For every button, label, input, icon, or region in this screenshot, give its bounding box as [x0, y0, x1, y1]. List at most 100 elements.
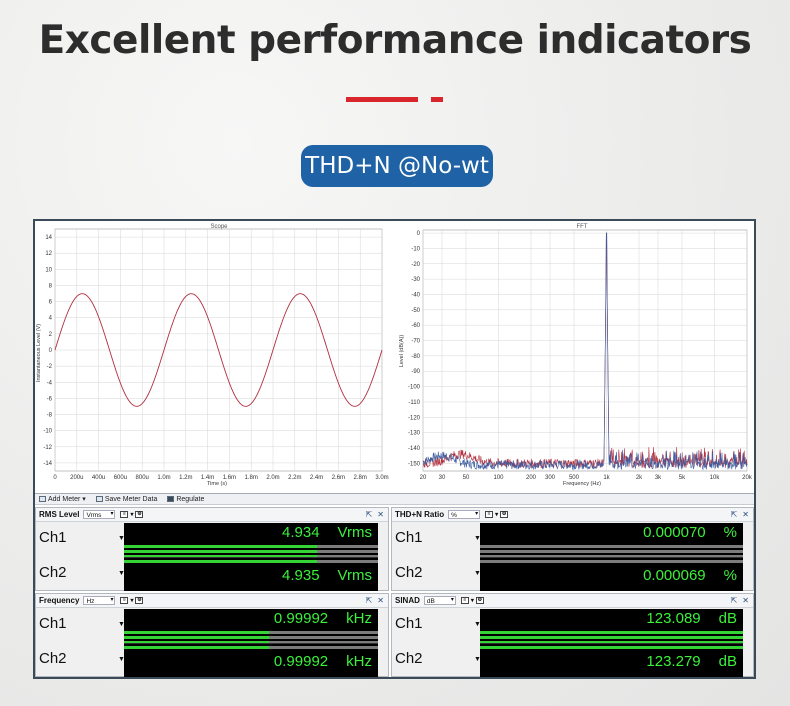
thdn-ratio-ch2-value: 0.000069%	[643, 567, 737, 584]
scope-ylabel: Instantaneous Level (V)	[36, 324, 42, 382]
frequency-ch2-dropdown[interactable]: ▼	[118, 656, 125, 663]
frequency-window-controls: ⇱ ✕	[366, 596, 384, 605]
close-icon[interactable]: ✕	[377, 596, 384, 605]
thdn-ratio-meter: THD+N Ratio % ≡ ▾ ⚙ ⇱ ✕ Ch1 ▼ Ch2 ▼ 0.000070…	[391, 507, 754, 591]
rms-level-unit-select[interactable]: Vrms	[83, 510, 116, 519]
frequency-unit-select[interactable]: Hz	[83, 596, 116, 605]
settings-icon[interactable]: ⚙	[135, 511, 144, 518]
scope-y-tick-label: 10	[45, 267, 52, 273]
fft-ylabel: Level (dB(A))	[399, 335, 405, 368]
list-icon[interactable]: ≡	[120, 597, 129, 604]
fft-x-tick-label: 50	[463, 475, 470, 481]
rms-level-ch1-bar-fill	[124, 550, 317, 553]
add-meter-button[interactable]: Add Meter ▾	[39, 495, 86, 503]
settings-icon[interactable]: ⚙	[135, 597, 144, 604]
sinad-ch2-number: 123.279	[646, 653, 701, 670]
scope-y-tick-label: -14	[43, 461, 52, 467]
sinad-ch1-unit: dB	[718, 610, 737, 627]
fft-x-tick-label: 1k	[603, 475, 610, 481]
popout-icon[interactable]: ⇱	[365, 596, 373, 605]
thdn-ratio-ch1-number: 0.000070	[643, 524, 706, 541]
thdn-ratio-ch2-bar-track	[480, 555, 743, 558]
chevron-down-icon[interactable]: ▾	[130, 512, 134, 518]
thdn-ratio-ch1-dropdown[interactable]: ▼	[474, 535, 481, 542]
frequency-ch1-label: Ch1	[39, 615, 67, 632]
regulate-button[interactable]: Regulate	[167, 496, 204, 503]
sinad-unit-select[interactable]: dB	[423, 596, 456, 605]
sinad-display-separator	[480, 643, 743, 644]
add-meter-label: Add Meter	[48, 495, 81, 503]
scope-x-tick-label: 200u	[70, 475, 83, 481]
scope-x-tick-label: 400u	[92, 475, 105, 481]
fft-y-tick-label: -100	[408, 385, 421, 391]
thdn-ratio-unit-select[interactable]: %	[448, 510, 481, 519]
sinad-ch2-bar-fill	[480, 646, 743, 649]
scope-x-tick-label: 3.0m	[375, 475, 388, 481]
popout-icon[interactable]: ⇱	[730, 510, 738, 519]
rms-level-ch1-dropdown[interactable]: ▼	[118, 535, 125, 542]
scope-x-tick-label: 600u	[114, 475, 127, 481]
fft-x-tick-label: 3k	[655, 475, 662, 481]
close-icon[interactable]: ✕	[377, 510, 384, 519]
chevron-down-icon[interactable]: ▾	[470, 598, 474, 604]
rms-level-ch2-value: 4.935 Vrms	[282, 567, 372, 584]
regulate-icon	[167, 496, 175, 502]
chevron-down-icon[interactable]: ▾	[130, 598, 134, 604]
decor-red-bar-short	[431, 97, 443, 102]
rms-level-ch1-unit: Vrms	[337, 524, 372, 541]
chevron-down-icon[interactable]: ▾	[495, 512, 499, 518]
frequency-ch1-dropdown[interactable]: ▼	[118, 621, 125, 628]
fft-y-tick-label: -110	[408, 400, 420, 406]
rms-level-ch2-dropdown[interactable]: ▼	[118, 570, 125, 577]
rms-level-display: 4.934 Vrms 4.935 Vrms	[124, 523, 378, 591]
rms-level-ch1-number: 4.934	[282, 524, 320, 541]
scope-xlabel: Time (s)	[207, 481, 227, 487]
scope-chart: Scope Time (s) Instantaneous Level (V) 0…	[35, 221, 395, 491]
fft-x-tick-label: 100	[493, 475, 504, 481]
settings-icon[interactable]: ⚙	[500, 511, 509, 518]
rms-level-meter: RMS Level Vrms ≡ ▾ ⚙ ⇱ ✕ Ch1 ▼ Ch2 ▼ 4.934 Vr…	[35, 507, 389, 591]
fft-y-tick-label: -120	[408, 415, 421, 421]
fft-y-tick-label: 0	[417, 231, 421, 237]
close-icon[interactable]: ✕	[742, 596, 749, 605]
thdn-ratio-ch1-label: Ch1	[395, 529, 423, 546]
thdn-ratio-ch2-dropdown[interactable]: ▼	[474, 570, 481, 577]
fft-x-tick-label: 2k	[636, 475, 643, 481]
scope-title: Scope	[210, 224, 228, 230]
popout-icon[interactable]: ⇱	[730, 596, 738, 605]
scope-x-tick-label: 1.6m	[223, 475, 236, 481]
sinad-ch2-unit: dB	[718, 653, 737, 670]
thdn-ratio-ch2-unit: %	[723, 567, 737, 584]
frequency-ch2-label: Ch2	[39, 650, 67, 667]
fft-x-tick-label: 5k	[679, 475, 686, 481]
scope-y-tick-label: 2	[49, 332, 53, 338]
popout-icon[interactable]: ⇱	[365, 510, 373, 519]
frequency-ch1-number: 0.99992	[273, 610, 329, 627]
fft-x-tick-label: 500	[569, 475, 580, 481]
scope-y-tick-label: -10	[43, 429, 52, 435]
fft-title: FFT	[577, 224, 588, 230]
list-icon[interactable]: ≡	[120, 511, 129, 518]
sinad-ch1-value: 123.089 dB	[646, 610, 737, 627]
save-meter-data-button[interactable]: Save Meter Data	[95, 496, 157, 503]
list-icon[interactable]: ≡	[485, 511, 494, 518]
frequency-ch2-unit: kHz	[346, 653, 372, 670]
fft-x-tick-label: 300	[545, 475, 556, 481]
thdn-ratio-ch2-bar-track	[480, 560, 743, 563]
rms-level-window-controls: ⇱ ✕	[366, 510, 384, 519]
scope-y-tick-label: 12	[45, 251, 52, 257]
fft-y-tick-label: -150	[408, 461, 421, 467]
close-icon[interactable]: ✕	[742, 510, 749, 519]
sinad-ch1-dropdown[interactable]: ▼	[474, 621, 481, 628]
scope-x-tick-label: 0	[53, 475, 57, 481]
fft-chart: FFT Frequency (Hz) Level (dB(A)) 20 30 50 1…	[396, 221, 754, 491]
frequency-ch1-unit: kHz	[346, 610, 372, 627]
scope-y-tick-label: 14	[45, 235, 52, 241]
fft-x-tick-label: 20	[420, 475, 427, 481]
rms-level-ch1-label: Ch1	[39, 529, 67, 546]
rms-level-header: RMS Level Vrms ≡ ▾ ⚙ ⇱ ✕	[36, 508, 388, 522]
settings-icon[interactable]: ⚙	[475, 597, 484, 604]
sinad-ch2-dropdown[interactable]: ▼	[474, 656, 481, 663]
list-icon[interactable]: ≡	[460, 597, 469, 604]
sinad-ch2-bar-fill	[480, 641, 743, 644]
